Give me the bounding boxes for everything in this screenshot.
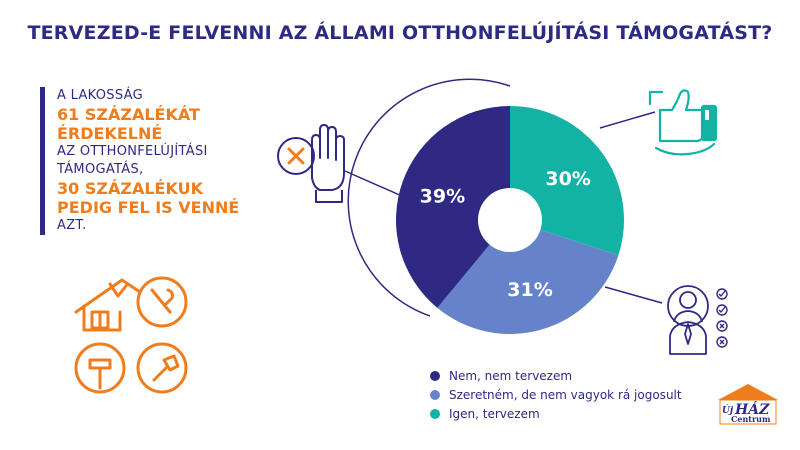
callout-highlight: 61 SZÁZALÉKÁT (57, 105, 200, 124)
callout-highlight: PEDIG FEL IS VENNÉ (57, 198, 240, 217)
callout-line: A LAKOSSÁG (57, 88, 143, 103)
hand-stop-icon (277, 124, 345, 203)
slice-value-label: 30% (545, 168, 590, 190)
house-tools-icon (74, 276, 188, 394)
pie-slice (437, 220, 619, 334)
legend-label: Nem, nem tervezem (449, 368, 573, 383)
legend-item: Szeretném, de nem vagyok rá jogosult (430, 385, 682, 404)
chart-legend: Nem, nem tervezem Szeretném, de nem vagy… (430, 366, 682, 423)
legend-label: Igen, tervezem (449, 406, 540, 421)
callout-line: AZ OTTHONFELÚJÍTÁSI (57, 144, 208, 159)
connector-line (599, 111, 656, 129)
legend-label: Szeretném, de nem vagyok rá jogosult (449, 387, 682, 402)
logo-word-main: HÁZ (734, 400, 770, 418)
legend-swatch (430, 389, 440, 400)
callout-line: AZT. (57, 218, 87, 233)
callout-line: TÁMOGATÁS, (57, 162, 144, 177)
logo-word-sub: Centrum (731, 414, 771, 424)
thumbs-up-icon (648, 89, 718, 156)
donut-hole (478, 188, 542, 252)
pie-slice (395, 106, 510, 308)
uj-haz-centrum-logo: Új HÁZ Centrum (718, 384, 778, 425)
callout-highlight: ÉRDEKELNÉ (57, 124, 163, 143)
slice-value-label: 39% (420, 186, 465, 208)
legend-item: Igen, tervezem (430, 404, 682, 423)
person-checklist-icon (667, 285, 728, 355)
callout-text: A LAKOSSÁG 61 SZÁZALÉKÁT ÉRDEKELNÉ AZ OT… (40, 87, 297, 235)
slice-value-label: 31% (507, 279, 552, 301)
logo-word-small: Új (722, 404, 734, 416)
outer-accent-arc (347, 78, 511, 317)
legend-item: Nem, nem tervezem (430, 366, 682, 385)
legend-swatch (430, 370, 440, 381)
chart-title: TERVEZED-E FELVENNI AZ ÁLLAMI OTTHONFELÚ… (27, 22, 773, 44)
legend-swatch (430, 408, 440, 419)
connector-line (604, 286, 663, 304)
callout-highlight: 30 SZÁZALÉKUK (57, 179, 203, 198)
